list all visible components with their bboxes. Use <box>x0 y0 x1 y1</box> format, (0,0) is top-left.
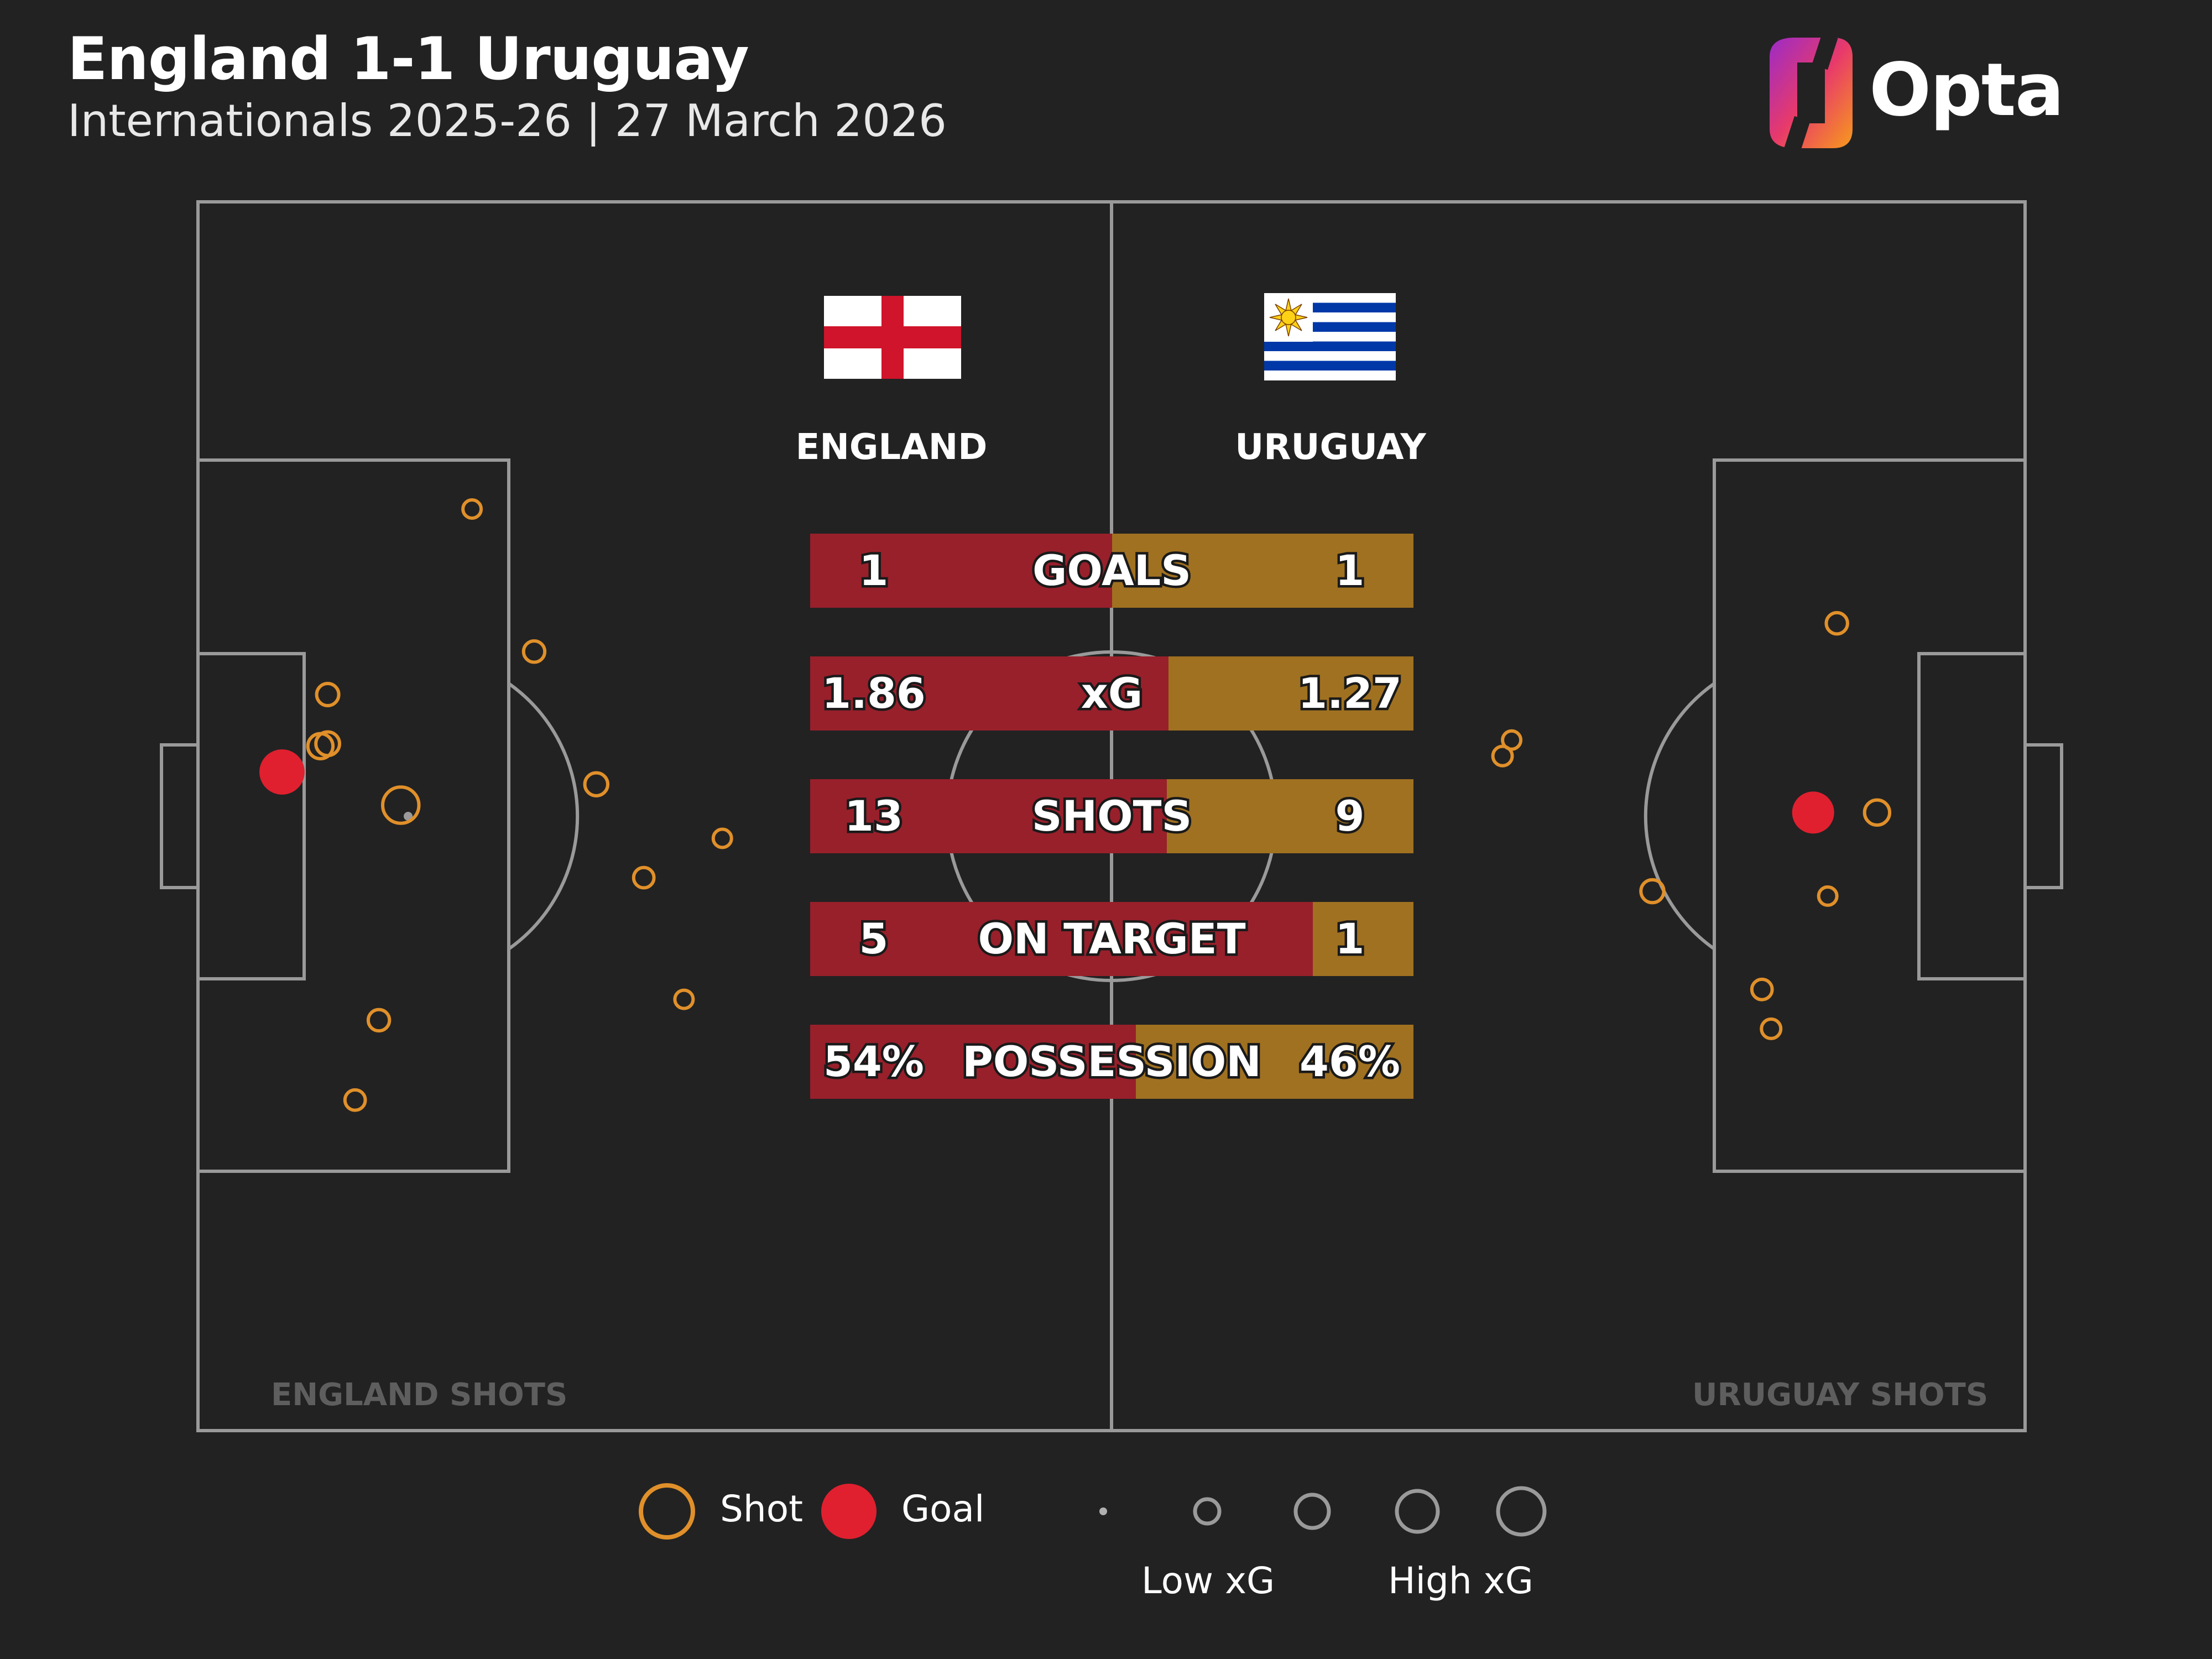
shot-marker <box>315 682 341 708</box>
shot-marker <box>366 1008 392 1033</box>
goal-marker <box>1792 791 1834 834</box>
stat-row-shots: 13 SHOTS 9 <box>810 779 1413 853</box>
left-six-yard-box <box>196 652 306 980</box>
left-penalty-arc <box>508 682 580 951</box>
opta-logo: Opta <box>1764 32 2074 154</box>
stat-label: POSSESSION <box>960 1035 1264 1089</box>
legend-markers <box>639 1483 1547 1540</box>
legend-low-xg-label: Low xG <box>1141 1559 1275 1602</box>
right-penalty-arc <box>1644 682 1715 951</box>
uruguay-value: 1 <box>1333 912 1367 966</box>
stat-label: xG <box>1078 666 1145 721</box>
legend-xg-size-4 <box>1395 1489 1440 1534</box>
uruguay-value: 1 <box>1333 544 1367 598</box>
england-bar <box>810 656 1168 731</box>
uruguay-flag <box>1264 293 1396 383</box>
stat-row-goals: 1 GOALS 1 <box>810 534 1413 608</box>
england-bar <box>810 534 1112 608</box>
uruguay-bar <box>1167 779 1413 853</box>
legend-high-xg-label: High xG <box>1388 1559 1533 1602</box>
legend-goal-marker <box>821 1484 877 1539</box>
england-bar <box>810 779 1167 853</box>
uruguay-value: 9 <box>1333 789 1367 843</box>
legend-xg-size-2 <box>1193 1497 1222 1526</box>
stat-row-possession: 54% POSSESSION 46% <box>810 1025 1413 1099</box>
england-value: 5 <box>857 912 891 966</box>
right-six-yard-box <box>1917 652 2027 980</box>
left-goal <box>160 743 200 889</box>
uruguay-value: 46% <box>1297 1035 1403 1089</box>
england-value: 13 <box>842 789 906 843</box>
shot-marker <box>1491 744 1514 768</box>
right-goal <box>2023 743 2063 889</box>
legend-shot-label: Shot <box>720 1488 803 1530</box>
uruguay-bar <box>1112 534 1413 608</box>
uruguay-team-label: URUGUAY <box>1235 427 1426 468</box>
legend-xg-size-3 <box>1293 1493 1331 1530</box>
shot-marker <box>1639 878 1666 905</box>
england-flag <box>824 296 961 381</box>
uruguay-bar <box>1136 1025 1413 1099</box>
shot-marker <box>1863 798 1892 827</box>
england-bar <box>810 902 1313 976</box>
england-team-label: ENGLAND <box>795 427 988 468</box>
stat-label: SHOTS <box>1029 789 1194 843</box>
uruguay-bar <box>1168 656 1413 731</box>
england-bar <box>810 1025 1136 1099</box>
opta-wordmark: Opta <box>1869 48 2064 133</box>
shot-marker <box>461 498 483 520</box>
stat-row-xg: 1.86 xG 1.27 <box>810 656 1413 731</box>
legend-xg-size-5 <box>1496 1486 1547 1537</box>
goal-marker <box>259 749 305 795</box>
shot-markers <box>259 498 1892 1112</box>
left-penalty-box <box>196 458 510 1173</box>
right-penalty-box <box>1713 458 2027 1173</box>
stat-label: GOALS <box>1030 544 1194 598</box>
shot-marker <box>343 1088 367 1112</box>
chart-title: England 1-1 Uruguay <box>67 25 749 93</box>
stat-row-on-target: 5 ON TARGET 1 <box>810 902 1413 976</box>
shot-marker <box>314 730 342 758</box>
shot-marker <box>583 771 609 797</box>
left-penalty-spot <box>404 812 413 821</box>
shot-marker <box>381 785 421 825</box>
legend-goal-label: Goal <box>901 1488 985 1530</box>
opta-mark-icon <box>1770 33 1853 153</box>
shot-marker <box>1750 977 1774 1001</box>
england-shots-label: ENGLAND SHOTS <box>271 1377 568 1413</box>
legend-xg-size-1 <box>1099 1507 1107 1515</box>
uruguay-value: 1.27 <box>1296 666 1405 721</box>
shot-marker <box>1817 885 1839 907</box>
shot-marker <box>521 639 547 664</box>
england-value: 54% <box>821 1035 927 1089</box>
shot-marker <box>1824 611 1849 636</box>
shot-marker <box>711 827 733 849</box>
shot-marker <box>673 988 695 1010</box>
stat-label: ON TARGET <box>975 912 1248 966</box>
uruguay-bar <box>1313 902 1413 976</box>
legend-shot-marker <box>639 1483 695 1540</box>
england-value: 1 <box>857 544 891 598</box>
england-value: 1.86 <box>820 666 928 721</box>
chart-subtitle: Internationals 2025-26 | 27 March 2026 <box>67 95 947 147</box>
uruguay-shots-label: URUGUAY SHOTS <box>1692 1377 1989 1413</box>
shot-marker <box>1501 729 1523 751</box>
shot-marker <box>632 865 656 890</box>
shot-marker <box>1760 1017 1783 1040</box>
